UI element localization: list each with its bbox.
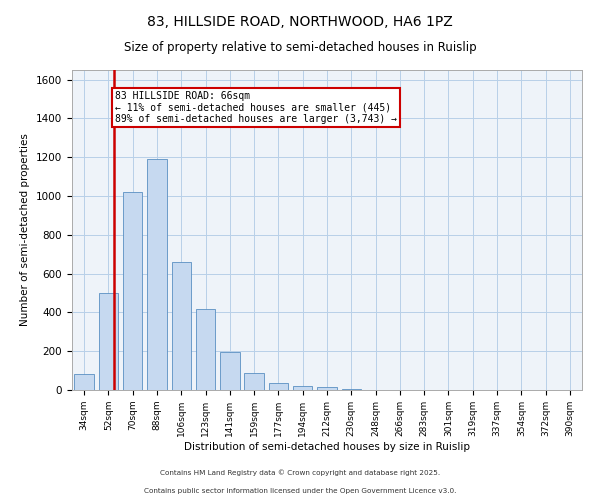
Text: Size of property relative to semi-detached houses in Ruislip: Size of property relative to semi-detach… bbox=[124, 41, 476, 54]
Bar bbox=[317, 387, 337, 390]
Bar bbox=[123, 192, 142, 390]
Text: 83, HILLSIDE ROAD, NORTHWOOD, HA6 1PZ: 83, HILLSIDE ROAD, NORTHWOOD, HA6 1PZ bbox=[147, 15, 453, 29]
Bar bbox=[196, 308, 215, 390]
Bar bbox=[220, 352, 239, 390]
X-axis label: Distribution of semi-detached houses by size in Ruislip: Distribution of semi-detached houses by … bbox=[184, 442, 470, 452]
Bar bbox=[74, 374, 94, 390]
Bar bbox=[341, 389, 361, 390]
Y-axis label: Number of semi-detached properties: Number of semi-detached properties bbox=[20, 134, 31, 326]
Bar bbox=[99, 293, 118, 390]
Text: Contains public sector information licensed under the Open Government Licence v3: Contains public sector information licen… bbox=[144, 488, 456, 494]
Bar bbox=[269, 383, 288, 390]
Bar bbox=[147, 159, 167, 390]
Text: 83 HILLSIDE ROAD: 66sqm
← 11% of semi-detached houses are smaller (445)
89% of s: 83 HILLSIDE ROAD: 66sqm ← 11% of semi-de… bbox=[115, 91, 397, 124]
Bar bbox=[293, 386, 313, 390]
Text: Contains HM Land Registry data © Crown copyright and database right 2025.: Contains HM Land Registry data © Crown c… bbox=[160, 470, 440, 476]
Bar bbox=[172, 262, 191, 390]
Bar bbox=[244, 372, 264, 390]
